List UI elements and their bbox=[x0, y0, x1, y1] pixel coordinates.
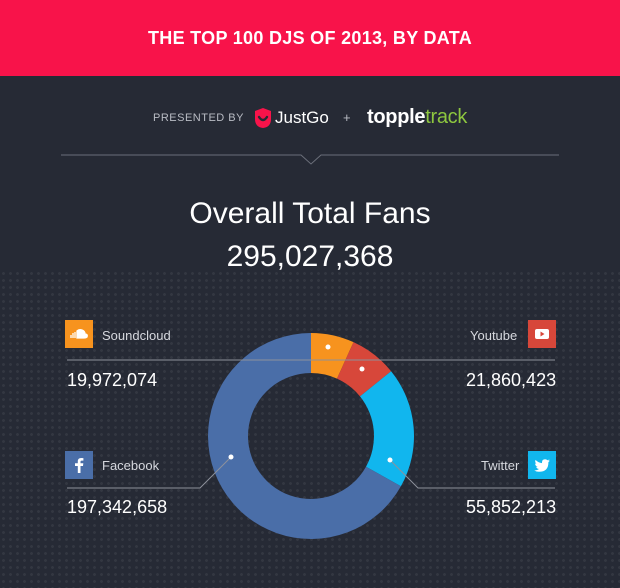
facebook-leader-line bbox=[67, 456, 232, 489]
twitter-leader-line bbox=[389, 459, 555, 489]
divider-line bbox=[61, 154, 559, 165]
soundcloud-icon bbox=[65, 320, 93, 348]
soundcloud-label: Soundcloud bbox=[102, 328, 171, 343]
twitter-leader-dot bbox=[387, 457, 393, 463]
toppletrack-logo-part1: topple bbox=[367, 106, 426, 128]
youtube-label: Youtube bbox=[470, 328, 518, 343]
twitter-icon bbox=[528, 451, 556, 479]
youtube-leader-dot bbox=[359, 366, 365, 372]
soundcloud-value: 19,972,074 bbox=[67, 370, 158, 390]
total-fans-label: Overall Total Fans bbox=[189, 197, 431, 230]
presented-by-label: PRESENTED BY bbox=[153, 112, 244, 124]
twitter-label: Twitter bbox=[481, 458, 520, 473]
page-title: THE TOP 100 DJS OF 2013, BY DATA bbox=[147, 27, 473, 48]
toppletrack-logo: toppletrack bbox=[367, 106, 467, 129]
youtube-value: 21,860,423 bbox=[466, 370, 557, 390]
twitter-value: 55,852,213 bbox=[466, 497, 557, 517]
total-fans-value: 295,027,368 bbox=[226, 240, 394, 273]
slice-facebook bbox=[207, 333, 401, 540]
justgo-logo-text: JustGo bbox=[275, 108, 329, 127]
plus-sign: + bbox=[343, 110, 351, 125]
facebook-icon bbox=[65, 451, 93, 479]
youtube-icon bbox=[528, 320, 556, 348]
soundcloud-leader-dot bbox=[325, 344, 331, 350]
toppletrack-logo-part2: track bbox=[425, 106, 468, 128]
slice-twitter bbox=[359, 371, 414, 487]
facebook-value: 197,342,658 bbox=[67, 497, 168, 517]
facebook-leader-dot bbox=[228, 454, 234, 460]
facebook-label: Facebook bbox=[102, 458, 160, 473]
sponsor-bar: PRESENTED BY JustGo + toppletrack bbox=[0, 100, 620, 140]
slice-soundcloud bbox=[311, 333, 354, 379]
justgo-logo-icon bbox=[255, 108, 271, 128]
header-banner: THE TOP 100 DJS OF 2013, BY DATA bbox=[0, 0, 620, 76]
